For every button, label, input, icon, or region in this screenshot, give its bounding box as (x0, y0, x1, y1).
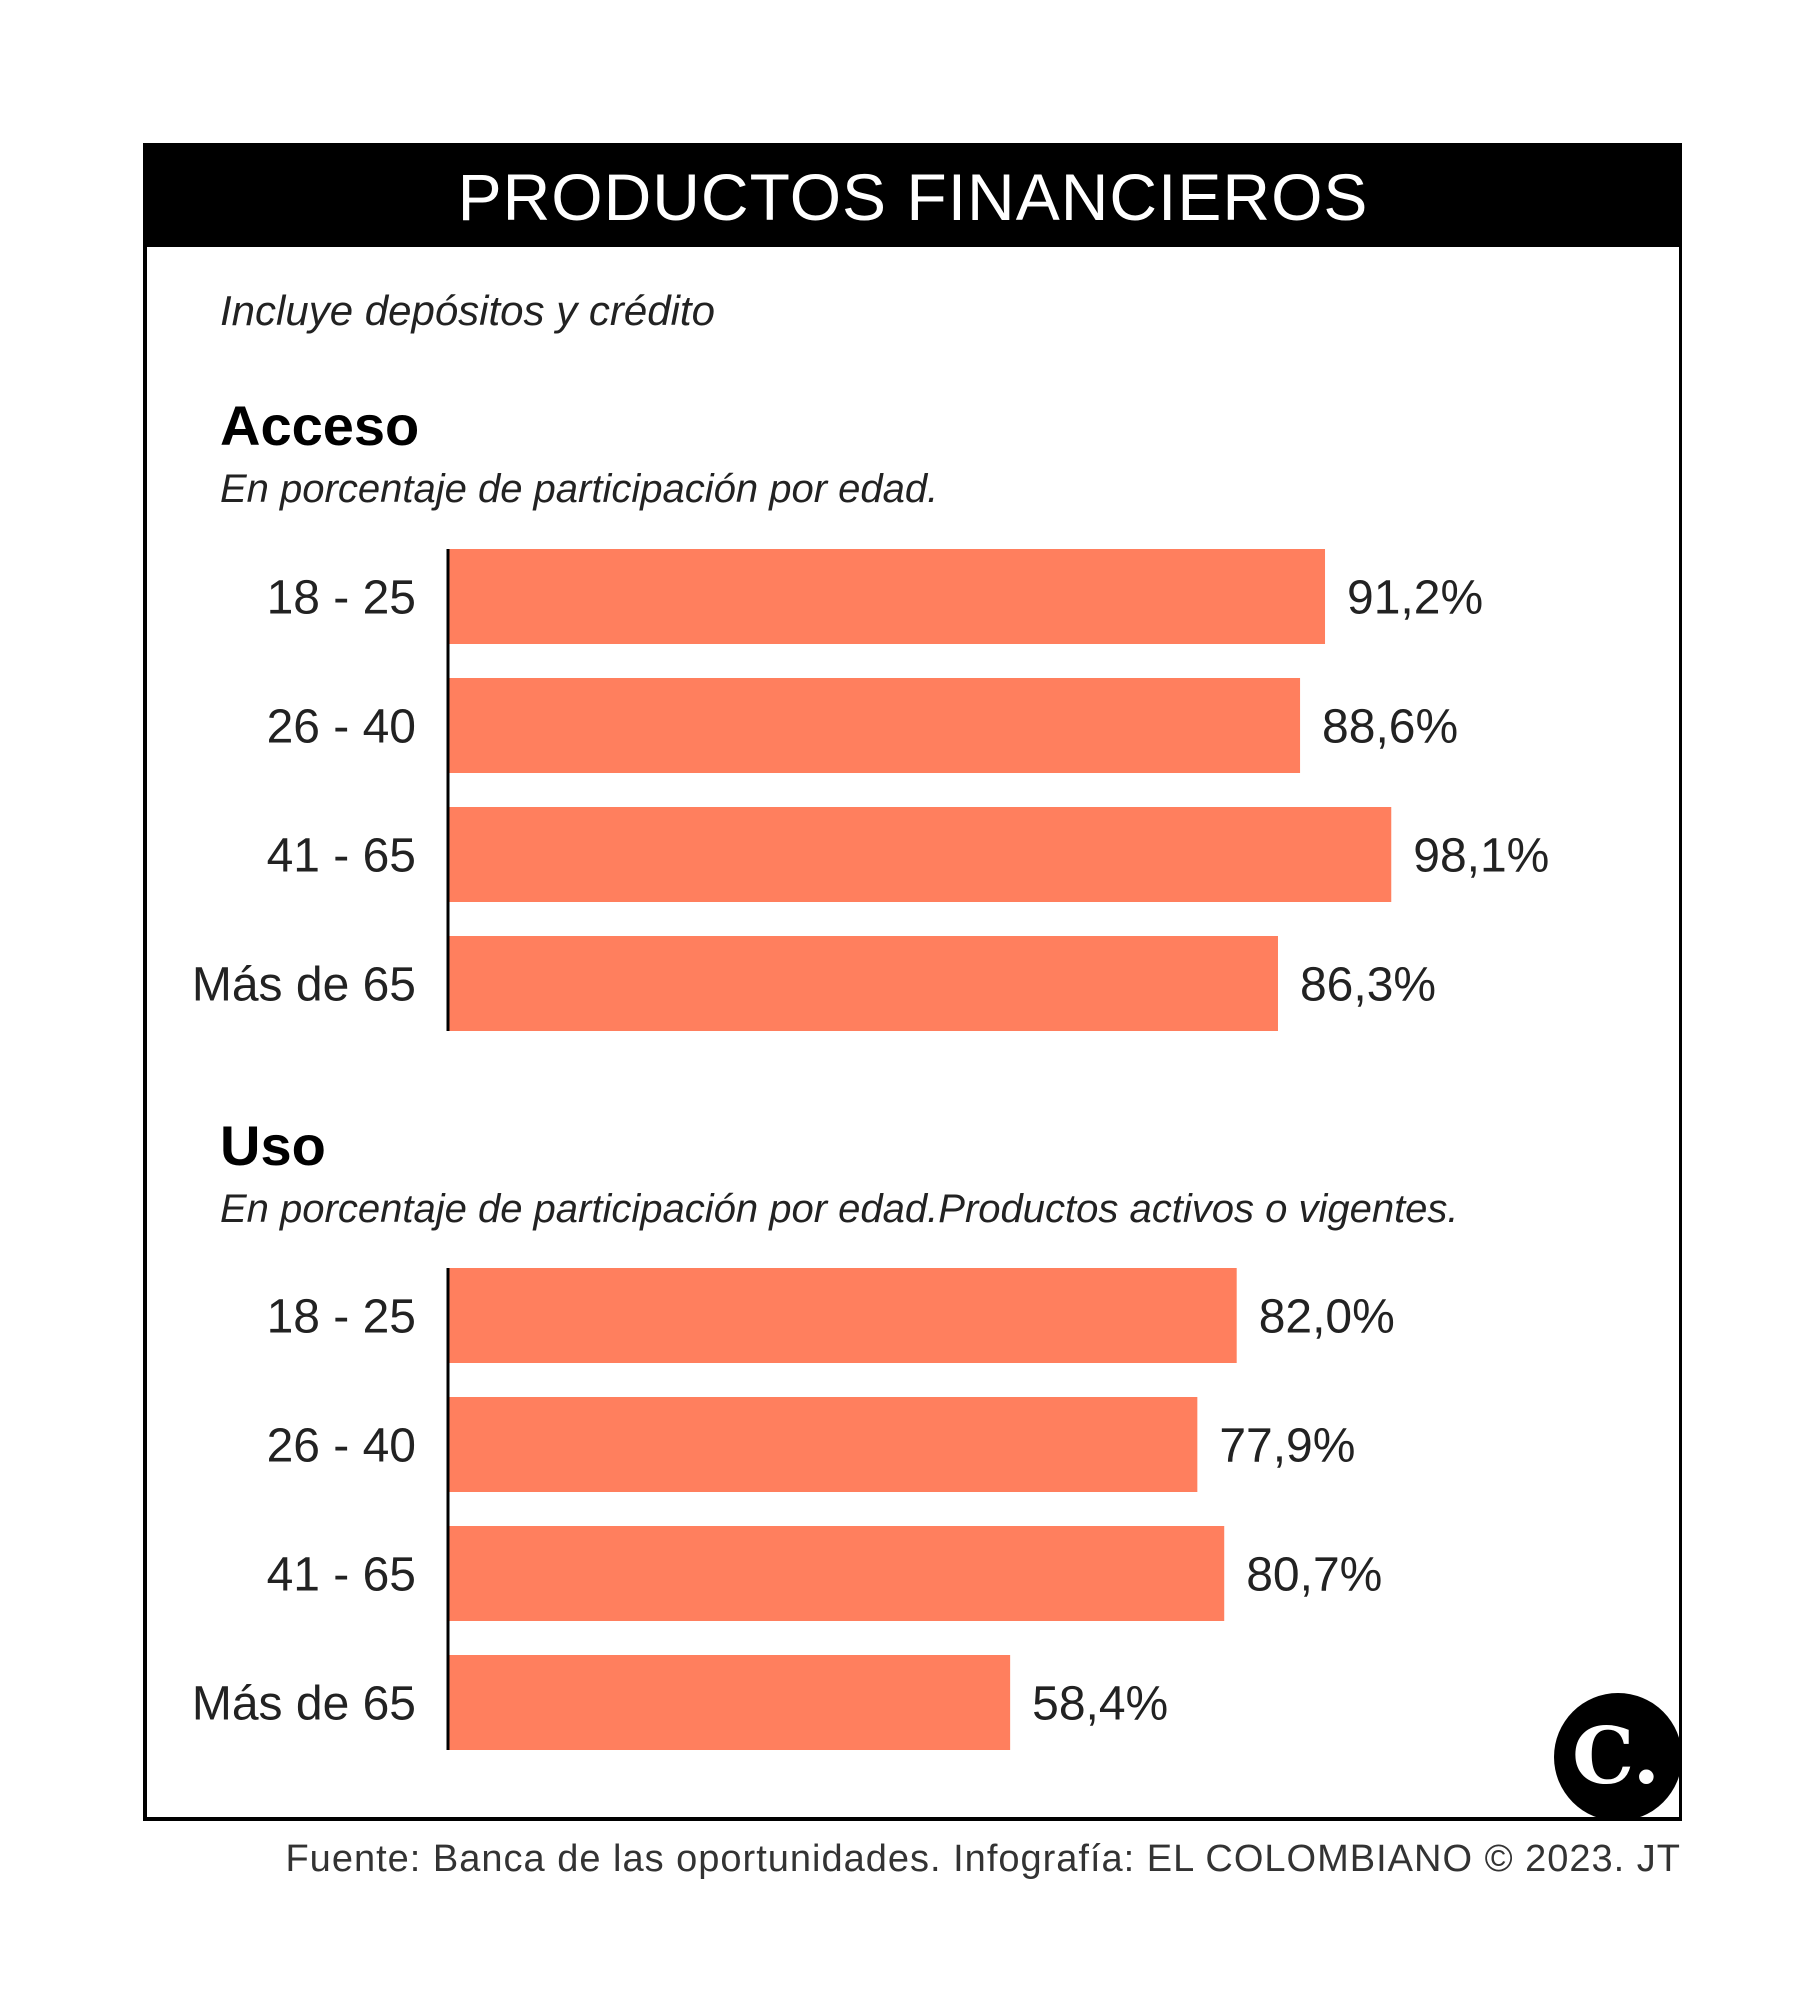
section-title-uso: Uso (220, 1114, 326, 1177)
chart-1-category-label-3: Más de 65 (192, 1678, 416, 1731)
el-colombiano-c-logo-icon: C. (1554, 1693, 1682, 1821)
chart-1-bar-3 (449, 1655, 1011, 1750)
chart-1-bar-2 (449, 1526, 1225, 1621)
chart-0-category-label-2: 41 - 65 (267, 830, 416, 883)
chart-1-bar-1 (449, 1397, 1198, 1492)
chart-1-bar-0 (449, 1268, 1237, 1363)
chart-0-value-label-2: 98,1% (1413, 830, 1549, 883)
chart-0-value-label-0: 91,2% (1347, 572, 1483, 625)
header-bar: PRODUCTOS FINANCIEROS (147, 147, 1679, 247)
chart-0-category-label-0: 18 - 25 (267, 572, 416, 625)
section-subtitle-acceso: En porcentaje de participación por edad. (220, 467, 939, 511)
logo-letter: C. (1572, 1711, 1660, 1802)
chart-1-category-label-2: 41 - 65 (267, 1549, 416, 1602)
source-footer: Fuente: Banca de las oportunidades. Info… (285, 1838, 1681, 1880)
chart-0-bar-0 (449, 549, 1326, 644)
chart-1-value-label-2: 80,7% (1246, 1549, 1382, 1602)
page-title: PRODUCTOS FINANCIEROS (457, 160, 1369, 234)
page-subtitle: Incluye depósitos y crédito (220, 287, 715, 334)
chart-0-category-label-1: 26 - 40 (267, 701, 416, 754)
chart-1-category-label-0: 18 - 25 (267, 1291, 416, 1344)
section-subtitle-uso: En porcentaje de participación por edad.… (220, 1187, 1459, 1231)
chart-1-value-label-1: 77,9% (1219, 1420, 1355, 1473)
chart-1-value-label-3: 58,4% (1032, 1678, 1168, 1731)
chart-0-bar-2 (449, 807, 1392, 902)
chart-0-bar-3 (449, 936, 1278, 1031)
chart-0-value-label-3: 86,3% (1300, 959, 1436, 1012)
chart-1-category-label-1: 26 - 40 (267, 1420, 416, 1473)
chart-0-value-label-1: 88,6% (1322, 701, 1458, 754)
section-title-acceso: Acceso (220, 394, 420, 457)
chart-0-category-label-3: Más de 65 (192, 959, 416, 1012)
chart-1-value-label-0: 82,0% (1259, 1291, 1395, 1344)
chart-0-bar-1 (449, 678, 1301, 773)
